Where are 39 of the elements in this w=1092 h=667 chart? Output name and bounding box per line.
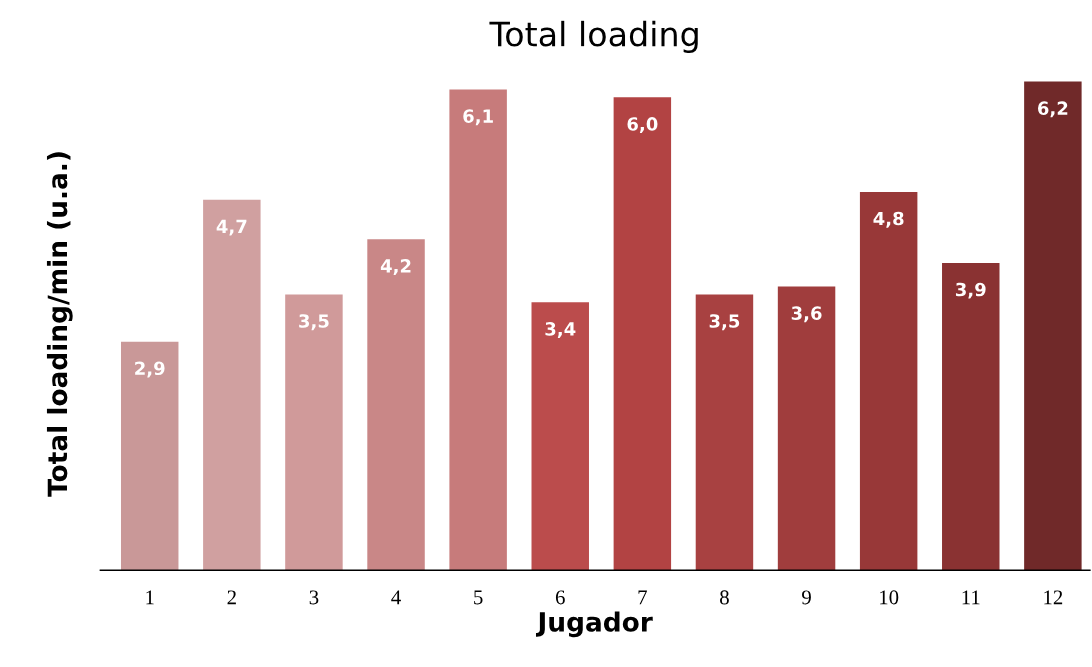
x-tick-label: 11 (962, 590, 980, 605)
bar (531, 302, 589, 571)
x-tick-label: 12 (1044, 590, 1063, 605)
data-label: 6,0 (627, 117, 658, 134)
x-tick-label: 8 (720, 590, 729, 605)
x-tick-label: 1 (146, 590, 154, 605)
data-label: 4,8 (873, 211, 904, 228)
bar (285, 294, 343, 571)
y-axis-title: Total loading/min (u.a.) (46, 152, 73, 497)
bar (1024, 81, 1082, 571)
chart-title: Total loading (489, 20, 698, 54)
bar (613, 97, 672, 571)
bar (120, 341, 179, 571)
x-tick-label: 6 (555, 590, 565, 605)
data-label: 3,4 (545, 322, 576, 339)
bar (777, 286, 836, 571)
x-axis-title: Jugador (535, 611, 653, 638)
data-label: 3,5 (299, 314, 329, 331)
data-label: 2,9 (135, 361, 165, 378)
bar (859, 191, 918, 571)
data-label: 6,2 (1038, 101, 1068, 118)
bar (203, 199, 261, 571)
x-tick-label: 7 (638, 590, 647, 605)
x-tick-label: 4 (391, 590, 401, 605)
data-label: 3,9 (955, 282, 986, 299)
x-tick-label: 2 (227, 590, 236, 605)
x-tick-label: 10 (880, 590, 899, 605)
data-label: 3,6 (791, 306, 822, 323)
bar (942, 262, 1000, 571)
data-label: 4,7 (216, 219, 247, 236)
bar (695, 294, 754, 571)
bar (449, 89, 507, 571)
data-label: 6,1 (463, 109, 493, 126)
x-tick-label: 3 (309, 590, 319, 605)
x-tick-label: 9 (802, 590, 811, 605)
x-tick-label: 5 (474, 590, 483, 605)
bar (367, 239, 425, 571)
data-label: 3,5 (709, 314, 740, 331)
data-label: 4,2 (380, 259, 411, 275)
